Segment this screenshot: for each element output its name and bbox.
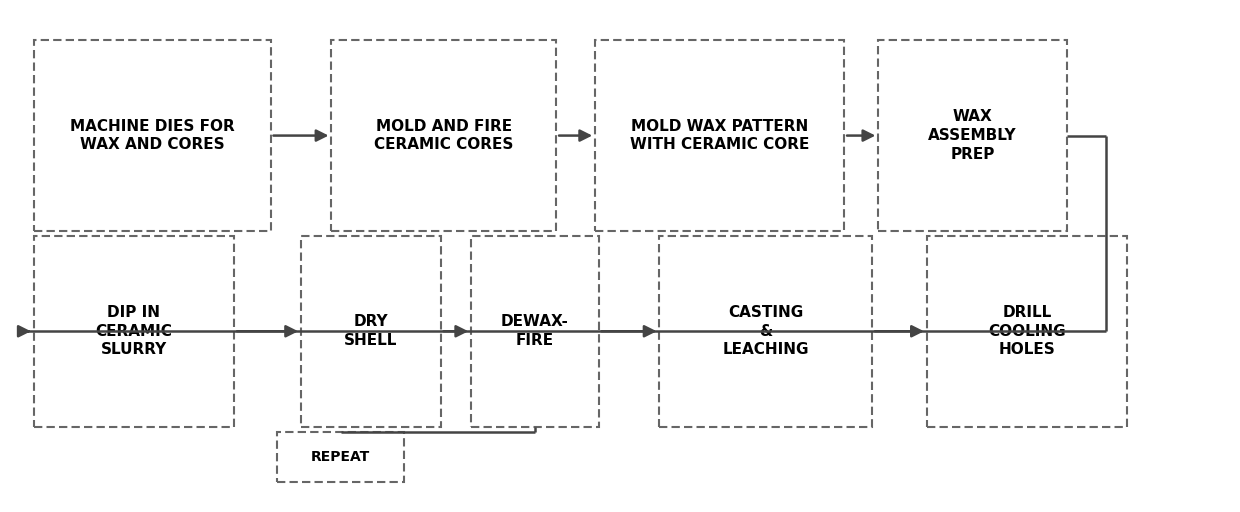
Bar: [33, 236, 234, 426]
Text: REPEAT: REPEAT: [311, 450, 370, 464]
Bar: [660, 236, 872, 426]
Text: MACHINE DIES FOR
WAX AND CORES: MACHINE DIES FOR WAX AND CORES: [69, 119, 234, 153]
Text: MOLD WAX PATTERN
WITH CERAMIC CORE: MOLD WAX PATTERN WITH CERAMIC CORE: [630, 119, 810, 153]
Text: CASTING
&
LEACHING: CASTING & LEACHING: [723, 305, 808, 357]
Bar: [301, 236, 440, 426]
Text: DRY
SHELL: DRY SHELL: [345, 314, 398, 348]
Bar: [471, 236, 599, 426]
Bar: [926, 236, 1127, 426]
Text: MOLD AND FIRE
CERAMIC CORES: MOLD AND FIRE CERAMIC CORES: [374, 119, 513, 153]
Bar: [595, 40, 844, 231]
Text: DEWAX-
FIRE: DEWAX- FIRE: [501, 314, 569, 348]
Text: DIP IN
CERAMIC
SLURRY: DIP IN CERAMIC SLURRY: [95, 305, 172, 357]
Bar: [33, 40, 270, 231]
Bar: [878, 40, 1066, 231]
Text: WAX
ASSEMBLY
PREP: WAX ASSEMBLY PREP: [928, 110, 1017, 162]
Text: DRILL
COOLING
HOLES: DRILL COOLING HOLES: [988, 305, 1066, 357]
Bar: [277, 432, 404, 482]
Bar: [331, 40, 557, 231]
